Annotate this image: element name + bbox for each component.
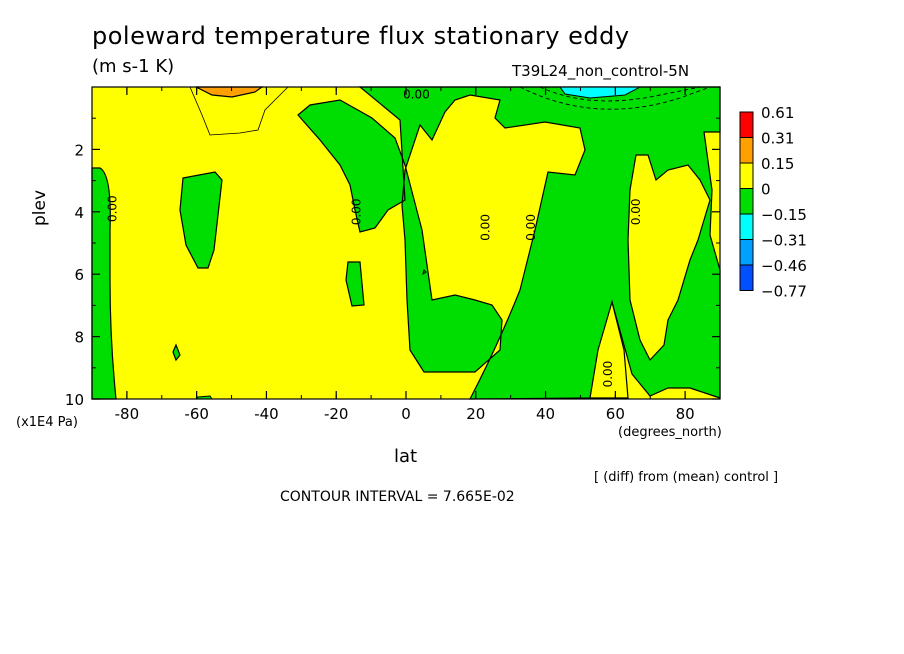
run-label: T39L24_non_control-5N: [512, 62, 690, 80]
contour-region-positive: [589, 299, 629, 399]
x-tick-label: -60: [184, 405, 209, 423]
x-tick-label: 60: [606, 405, 625, 423]
contour-label: 0.00: [403, 87, 430, 101]
contour-region-negative: [345, 261, 365, 307]
plot-area: [91, 86, 721, 400]
diff-note: [ (diff) from (mean) control ]: [594, 470, 779, 485]
x-tick-label: -20: [324, 405, 349, 423]
colorbar-label: 0.15: [761, 155, 794, 173]
colorbar-swatch: [739, 239, 754, 266]
colorbar-label: −0.15: [761, 206, 807, 224]
x-tick-label: -80: [115, 405, 140, 423]
chart-title: poleward temperature flux stationary edd…: [92, 22, 630, 50]
contour-label: 0.00: [105, 195, 119, 222]
colorbar-label: −0.31: [761, 232, 807, 250]
colorbar-swatch: [739, 213, 754, 240]
y-tick-label: 2: [74, 141, 84, 159]
contour-label: 0.00: [350, 198, 364, 225]
contour-region-negative: [172, 343, 181, 362]
colorbar-swatch: [739, 137, 754, 164]
contour-label: 0.00: [524, 214, 538, 241]
contour-region-negative: [179, 171, 223, 269]
x-tick-label: 80: [676, 405, 695, 423]
contour-line-dashed: [519, 86, 711, 110]
y-tick-label: 8: [74, 329, 84, 347]
x-tick-label: 40: [536, 405, 555, 423]
x-tick-label: 0: [401, 405, 411, 423]
contour-label: 0.00: [629, 198, 643, 225]
colorbar-swatch: [739, 188, 754, 215]
colorbar-label: 0: [761, 181, 771, 199]
x-tick-label: 20: [466, 405, 485, 423]
colorbar-swatch: [739, 162, 754, 189]
colorbar-swatch: [739, 264, 754, 291]
colorbar-label: 0.61: [761, 104, 794, 122]
colorbar-label: 0.31: [761, 130, 794, 148]
contour-region-negative: [91, 167, 117, 400]
contour-label: 0.00: [479, 214, 493, 241]
colorbar-swatch: [739, 111, 754, 138]
y-axis-unit: (x1E4 Pa): [16, 415, 78, 430]
contour-region-positive: [627, 154, 711, 362]
contour-interval: CONTOUR INTERVAL = 7.665E-02: [280, 489, 515, 505]
contour-line-thin: [189, 86, 289, 136]
colorbar-label: −0.77: [761, 283, 807, 301]
chart-units: (m s-1 K): [92, 56, 175, 77]
x-tick-label: -40: [254, 405, 279, 423]
y-tick-label: 4: [74, 204, 84, 222]
colorbar-label: −0.46: [761, 257, 807, 275]
y-tick-label: 6: [74, 266, 84, 284]
contour-region-negative: [422, 269, 427, 276]
x-axis-label: lat: [394, 446, 418, 467]
contour-label: 0.00: [601, 361, 615, 388]
y-tick-label: 10: [65, 391, 84, 409]
x-axis-unit: (degrees_north): [618, 425, 722, 440]
